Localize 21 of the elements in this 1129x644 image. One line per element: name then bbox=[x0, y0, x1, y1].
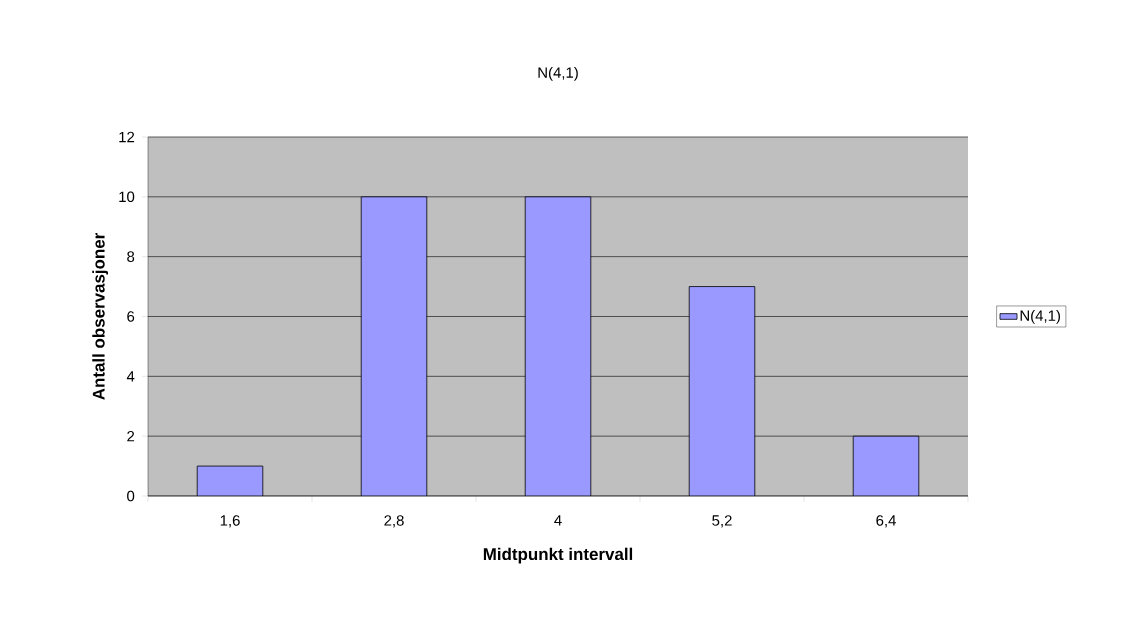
bar bbox=[688, 286, 756, 496]
y-tick-label: 6 bbox=[127, 311, 135, 322]
bar bbox=[360, 196, 428, 496]
y-tick-label: 2 bbox=[127, 430, 135, 442]
y-tick-label: 12 bbox=[119, 131, 135, 143]
chart-title: N(4,1) bbox=[538, 66, 578, 81]
y-tick-label: 4 bbox=[126, 371, 135, 382]
x-tick-label: 4 bbox=[554, 515, 562, 526]
legend-label: N(4,1) bbox=[1020, 309, 1060, 324]
x-tick-label: 2,8 bbox=[384, 515, 404, 528]
y-tick-label: 10 bbox=[119, 191, 135, 203]
x-tick-label: 6,4 bbox=[876, 515, 896, 528]
bar bbox=[524, 196, 592, 496]
x-tick-label: 5,2 bbox=[712, 515, 732, 528]
x-tick-label: 1,6 bbox=[220, 515, 240, 528]
y-tick-label: 0 bbox=[127, 490, 135, 502]
x-axis-title: Midtpunkt intervall bbox=[483, 547, 633, 564]
bar bbox=[196, 465, 264, 496]
bar bbox=[852, 435, 920, 496]
y-axis-title: Antall observasjoner bbox=[92, 233, 109, 400]
y-tick-label: 8 bbox=[127, 251, 135, 262]
